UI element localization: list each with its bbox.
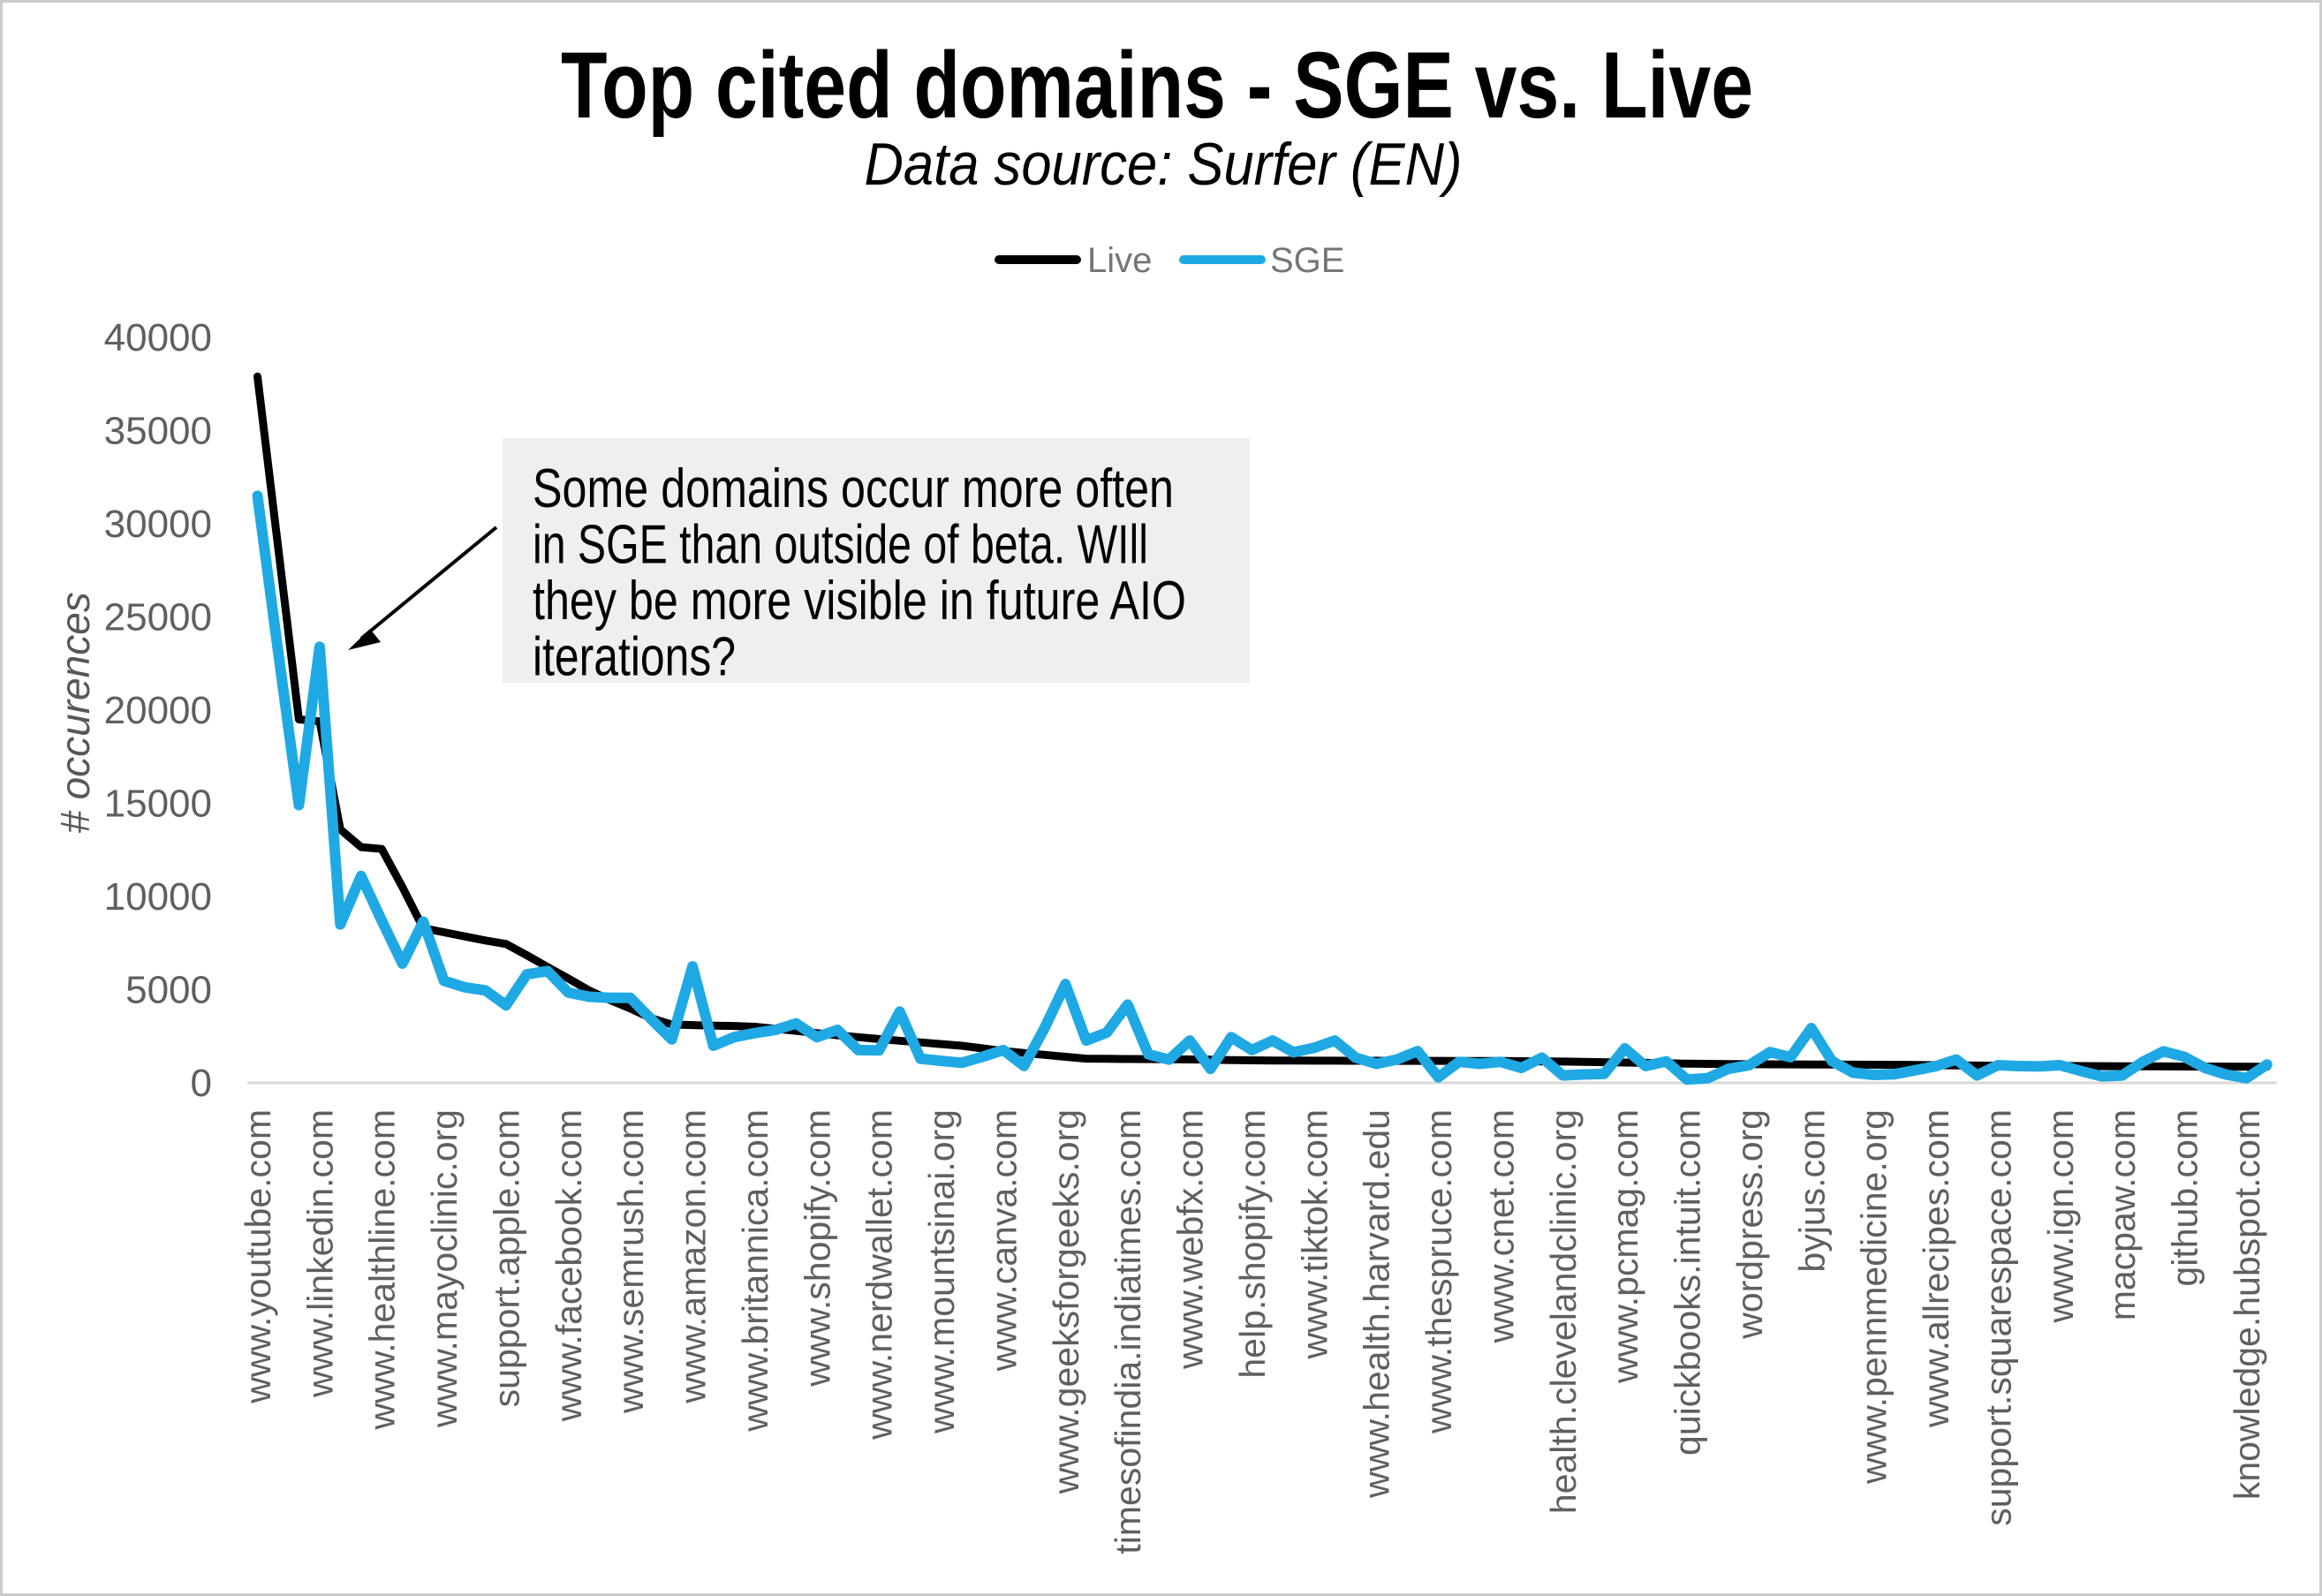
svg-text:0: 0 [191,1062,212,1105]
svg-text:they be more visible in future: they be more visible in future AIO [533,571,1186,632]
svg-text:www.thespruce.com: www.thespruce.com [1418,1109,1459,1434]
svg-text:35000: 35000 [104,410,212,453]
svg-text:github.com: github.com [2165,1109,2205,1287]
svg-text:www.semrush.com: www.semrush.com [610,1109,651,1414]
svg-text:timesofindia.indiatimes.com: timesofindia.indiatimes.com [1108,1109,1148,1554]
svg-text:www.mountsinai.org: www.mountsinai.org [921,1109,962,1434]
svg-text:www.allrecipes.com: www.allrecipes.com [1916,1109,1956,1428]
svg-text:www.britannica.com: www.britannica.com [735,1109,775,1433]
svg-text:25000: 25000 [104,596,212,639]
svg-text:macpaw.com: macpaw.com [2102,1109,2143,1320]
svg-text:help.shopify.com: help.shopify.com [1232,1109,1273,1379]
svg-text:Some domains occur more often: Some domains occur more often [533,458,1174,519]
svg-text:Live: Live [1087,241,1152,280]
svg-text:health.clevelandclinic.org: health.clevelandclinic.org [1543,1109,1584,1514]
svg-text:wordpress.org: wordpress.org [1729,1109,1770,1340]
svg-text:15000: 15000 [104,783,212,826]
svg-text:40000: 40000 [104,316,212,359]
svg-text:support.apple.com: support.apple.com [487,1109,527,1407]
svg-text:www.health.harvard.edu: www.health.harvard.edu [1357,1109,1397,1499]
svg-text:www.canva.com: www.canva.com [984,1109,1025,1372]
svg-text:30000: 30000 [104,503,212,546]
svg-text:www.nerdwallet.com: www.nerdwallet.com [859,1109,900,1441]
svg-text:# occurences: # occurences [52,592,98,834]
svg-text:Data source: Surfer (EN): Data source: Surfer (EN) [865,131,1463,198]
svg-text:www.amazon.com: www.amazon.com [673,1109,714,1404]
svg-text:www.shopify.com: www.shopify.com [797,1109,837,1388]
svg-text:www.facebook.com: www.facebook.com [548,1109,589,1422]
svg-text:in SGE than outside of beta. W: in SGE than outside of beta. WIll [533,515,1148,576]
svg-text:www.webfx.com: www.webfx.com [1170,1109,1211,1370]
svg-text:quickbooks.intuit.com: quickbooks.intuit.com [1668,1109,1708,1456]
svg-text:Top cited domains - SGE vs. Li: Top cited domains - SGE vs. Live [561,32,1753,138]
svg-text:10000: 10000 [104,875,212,919]
svg-text:20000: 20000 [104,689,212,732]
svg-text:www.cnet.com: www.cnet.com [1480,1109,1521,1343]
svg-text:www.ign.com: www.ign.com [2040,1109,2081,1324]
svg-text:www.youtube.com: www.youtube.com [238,1109,278,1404]
svg-text:www.linkedin.com: www.linkedin.com [299,1109,340,1398]
svg-text:www.mayoclinic.org: www.mayoclinic.org [424,1109,465,1428]
svg-text:www.geeksforgeeks.org: www.geeksforgeeks.org [1046,1109,1086,1494]
svg-text:www.tiktok.com: www.tiktok.com [1294,1109,1335,1360]
svg-text:byjus.com: byjus.com [1791,1109,1832,1273]
svg-text:www.healthline.com: www.healthline.com [362,1109,403,1430]
svg-text:www.pennmedicine.org: www.pennmedicine.org [1854,1109,1895,1485]
svg-text:5000: 5000 [125,969,212,1012]
svg-text:www.pcmag.com: www.pcmag.com [1605,1109,1645,1384]
svg-text:iterations?: iterations? [533,627,736,688]
svg-text:knowledge.hubspot.com: knowledge.hubspot.com [2227,1109,2267,1500]
svg-text:support.squarespace.com: support.squarespace.com [1978,1109,2018,1526]
svg-text:SGE: SGE [1270,241,1344,280]
